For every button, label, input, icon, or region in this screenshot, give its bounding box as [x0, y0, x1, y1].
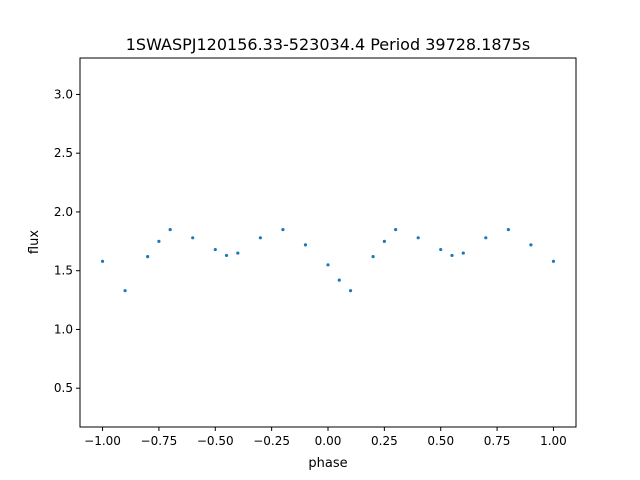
- x-tick-label: 0.00: [315, 434, 342, 448]
- data-point: [123, 289, 127, 293]
- data-point: [100, 259, 105, 263]
- y-tick-label: 1.5: [54, 264, 73, 278]
- y-tick-label: 1.0: [54, 322, 73, 336]
- data-point: [168, 227, 172, 232]
- data-point: [348, 289, 353, 293]
- y-axis-label: flux: [27, 230, 42, 254]
- data-point: [461, 251, 465, 255]
- x-tick-label: 0.25: [371, 434, 398, 448]
- data-point: [146, 255, 150, 259]
- y-tick-label: 2.0: [54, 205, 73, 219]
- y-axis: 0.5 1.0 1.5 2.0 2.5 3.0: [54, 87, 80, 395]
- data-point: [439, 247, 443, 252]
- x-tick-label: −0.75: [141, 434, 178, 448]
- x-tick-label: −0.25: [253, 434, 290, 448]
- data-point: [551, 259, 556, 263]
- chart-title: 1SWASPJ120156.33-523034.4 Period 39728.1…: [126, 35, 531, 54]
- data-point: [529, 243, 533, 247]
- data-point: [416, 236, 420, 240]
- data-point: [484, 236, 488, 240]
- data-point: [394, 227, 398, 232]
- data-point: [382, 239, 386, 243]
- x-tick-label: 0.50: [427, 434, 454, 448]
- data-point: [281, 227, 285, 232]
- data-point: [213, 247, 217, 252]
- data-point: [371, 255, 375, 259]
- data-point: [224, 253, 229, 258]
- data-point: [450, 253, 454, 258]
- y-tick-label: 3.0: [54, 87, 73, 101]
- data-points: [100, 227, 556, 293]
- x-tick-label: −1.00: [84, 434, 121, 448]
- data-point: [157, 239, 161, 243]
- data-point: [326, 263, 330, 267]
- x-axis: −1.00 −0.75 −0.50 −0.25 0.00 0.25 0.50 0.75 1.00: [84, 427, 567, 448]
- data-point: [236, 251, 240, 255]
- y-tick-label: 2.5: [54, 146, 73, 160]
- y-tick-label: 0.5: [54, 381, 73, 395]
- data-point: [258, 236, 262, 240]
- x-tick-label: 1.00: [540, 434, 567, 448]
- data-point: [337, 278, 341, 282]
- x-axis-label: phase: [308, 456, 347, 471]
- data-point: [506, 227, 510, 232]
- x-tick-label: −0.50: [197, 434, 234, 448]
- x-tick-label: 0.75: [484, 434, 511, 448]
- data-point: [303, 243, 308, 247]
- data-point: [191, 236, 195, 240]
